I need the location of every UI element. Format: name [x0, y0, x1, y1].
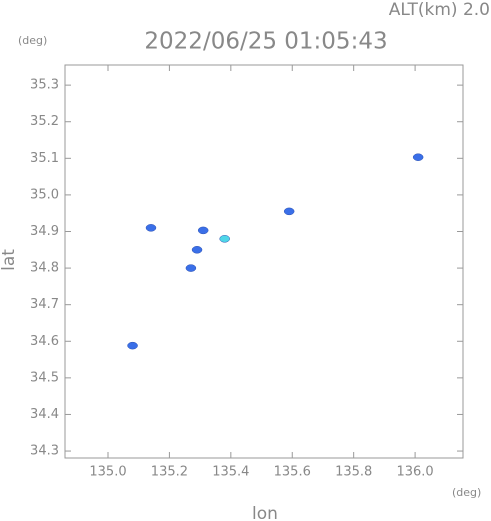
x-unit: (deg) — [452, 486, 481, 499]
y-tick-label: 34.3 — [30, 444, 59, 459]
echo — [127, 341, 138, 350]
plot-frame — [64, 64, 464, 459]
x-tick-label: 136.0 — [396, 465, 433, 480]
y-tick-label: 35.0 — [30, 187, 59, 202]
x-tick-label: 135.8 — [335, 465, 372, 480]
y-label: lat — [0, 249, 19, 271]
y-tick-label: 34.5 — [30, 370, 59, 385]
y-tick-label: 34.8 — [30, 261, 59, 276]
y-tick-label: 34.6 — [30, 334, 59, 349]
chart-title: 2022/06/25 01:05:43 — [144, 29, 387, 55]
y-tick-label: 35.1 — [30, 151, 59, 166]
echo — [197, 226, 209, 235]
echo — [185, 264, 197, 272]
x-tick-label: 135.2 — [151, 465, 188, 480]
y-tick-label: 35.3 — [30, 78, 59, 93]
y-unit: (deg) — [18, 34, 47, 47]
y-tick-label: 34.4 — [30, 407, 59, 422]
altitude: ALT(km) 2.0 — [389, 0, 490, 20]
echo — [412, 153, 424, 161]
x-tick-label: 135.6 — [274, 465, 311, 480]
echo — [283, 207, 295, 216]
y-tick-label: 34.9 — [30, 224, 59, 239]
x-tick-label: 135.4 — [212, 465, 249, 480]
x-label: lon — [252, 504, 278, 521]
echo — [191, 246, 203, 254]
echo — [219, 235, 230, 243]
x-tick-label: 135.0 — [89, 465, 126, 480]
echo — [145, 224, 157, 232]
y-tick-label: 35.2 — [30, 114, 59, 129]
y-tick-label: 34.7 — [30, 297, 59, 312]
